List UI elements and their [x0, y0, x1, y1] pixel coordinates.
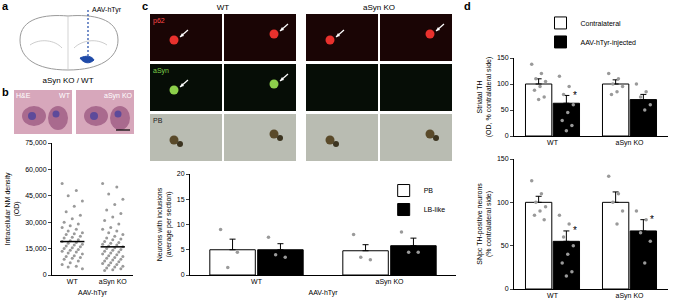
svg-text:aSyn: aSyn [153, 67, 169, 75]
svg-text:aSyn KO / WT: aSyn KO / WT [42, 76, 93, 85]
svg-text:Striatal TH(OD, % contralatera: Striatal TH(OD, % contralateral side) [476, 57, 493, 138]
svg-text:0: 0 [505, 132, 509, 139]
svg-text:50: 50 [501, 242, 509, 249]
svg-text:*: * [573, 225, 577, 236]
svg-text:20: 20 [177, 170, 185, 177]
svg-text:WT: WT [547, 292, 559, 299]
svg-text:Contralateral: Contralateral [581, 20, 622, 27]
html-text:d: d [464, 0, 471, 12]
svg-text:*: * [573, 90, 577, 101]
svg-text:H&E: H&E [16, 92, 31, 99]
svg-text:150: 150 [497, 54, 509, 61]
svg-text:75,000: 75,000 [25, 139, 47, 146]
svg-text:AAV-hTyr: AAV-hTyr [78, 289, 108, 297]
svg-text:SNpc TH-positive neurons(% con: SNpc TH-positive neurons(% contralateral… [476, 183, 493, 265]
svg-text:aSyn KO: aSyn KO [615, 292, 644, 300]
svg-text:WT: WT [217, 3, 230, 12]
svg-text:WT: WT [251, 278, 263, 285]
svg-text:WT: WT [67, 278, 79, 285]
svg-text:150: 150 [497, 155, 509, 162]
svg-text:aSyn KO: aSyn KO [375, 278, 404, 286]
svg-text:45,000: 45,000 [25, 192, 47, 199]
svg-text:p62: p62 [153, 17, 165, 25]
svg-text:aSyn KO: aSyn KO [99, 278, 128, 286]
svg-text:100: 100 [497, 80, 509, 87]
svg-text:30,000: 30,000 [25, 219, 47, 226]
svg-text:aSyn KO: aSyn KO [363, 3, 395, 12]
svg-text:AAV-hTyr: AAV-hTyr [308, 289, 338, 297]
svg-text:*: * [650, 214, 654, 225]
svg-text:15,000: 15,000 [25, 245, 47, 252]
html-text:b: b [2, 86, 9, 98]
svg-text:PB: PB [153, 117, 163, 124]
svg-text:LB-like: LB-like [424, 206, 446, 213]
svg-text:0: 0 [505, 285, 509, 292]
svg-text:50: 50 [501, 106, 509, 113]
svg-text:WT: WT [59, 92, 71, 99]
svg-text:AAV-hTyr: AAV-hTyr [92, 6, 122, 14]
svg-text:PB: PB [424, 187, 434, 194]
svg-text:5: 5 [181, 246, 185, 253]
svg-text:aSyn KO: aSyn KO [615, 139, 644, 147]
svg-text:Neurons with inclusions(averag: Neurons with inclusions(average per sect… [156, 187, 173, 261]
svg-text:AAV-hTyr-injected: AAV-hTyr-injected [581, 39, 637, 47]
svg-text:Intracellular NM density(OD): Intracellular NM density(OD) [4, 172, 21, 246]
svg-text:60,000: 60,000 [25, 166, 47, 173]
html-text:a: a [2, 0, 9, 12]
svg-text:aSyn KO: aSyn KO [104, 92, 133, 100]
svg-text:WT: WT [547, 139, 559, 146]
svg-text:100: 100 [497, 199, 509, 206]
svg-text:15: 15 [177, 196, 185, 203]
svg-text:10: 10 [177, 221, 185, 228]
svg-text:0: 0 [181, 271, 185, 278]
html-text:c: c [142, 0, 149, 12]
svg-text:0: 0 [43, 271, 47, 278]
